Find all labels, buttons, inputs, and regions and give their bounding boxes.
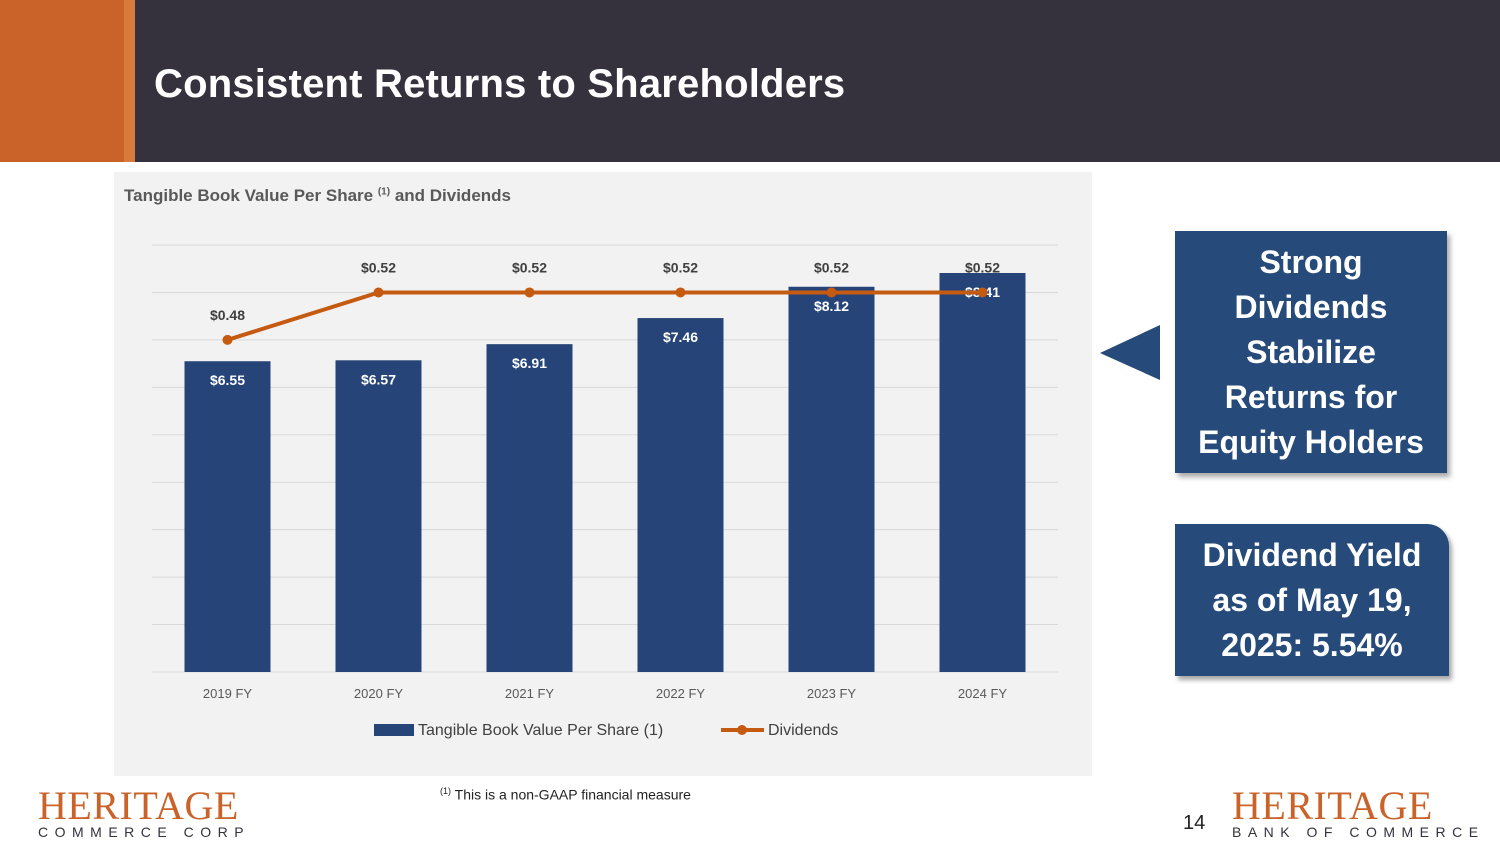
- footnote: (1) This is a non-GAAP financial measure: [440, 786, 691, 803]
- x-axis-tick-label: 2022 FY: [656, 686, 705, 701]
- tbv-bar: [788, 286, 875, 672]
- dividends-point: [977, 287, 988, 298]
- dividends-label: $0.52: [361, 259, 396, 275]
- legend-dividends-label: Dividends: [768, 722, 838, 739]
- chart-title-marker: (1): [377, 186, 391, 198]
- dividends-label: $0.48: [210, 307, 245, 323]
- x-axis-tick-label: 2020 FY: [354, 686, 403, 701]
- tbv-bar: [637, 318, 724, 672]
- chart-panel: $6.55 2019 FY $6.57 2020 FY $6.91 2021 FY $7.4…: [114, 172, 1092, 776]
- tbv-bar: [939, 272, 1026, 672]
- dividends-label: $0.52: [814, 259, 849, 275]
- dividends-point: [826, 287, 837, 298]
- callout-strong-dividends: Strong Dividends Stabilize Returns for E…: [1175, 231, 1447, 473]
- footnote-text: This is a non-GAAP financial measure: [454, 786, 691, 803]
- legend-dividends-marker: [737, 725, 747, 735]
- dividends-point: [222, 334, 233, 345]
- dividends-label: $0.52: [663, 259, 698, 275]
- callout-strong-dividends-text: Strong Dividends Stabilize Returns for E…: [1198, 243, 1424, 460]
- chart-title: Tangible Book Value Per Share (1) and Di…: [124, 186, 511, 206]
- header-band: [0, 0, 1500, 162]
- callout-dividend-yield: Dividend Yield as of May 19, 2025: 5.54%: [1175, 524, 1449, 676]
- tbv-bar-label: $7.46: [663, 329, 698, 345]
- chart-title-suffix: and Dividends: [394, 186, 511, 205]
- slide-title: Consistent Returns to Shareholders: [154, 62, 846, 106]
- x-axis-tick-label: 2021 FY: [505, 686, 554, 701]
- tbv-bar-label: $6.91: [512, 355, 547, 371]
- dividends-label: $0.52: [965, 259, 1000, 275]
- page-number: 14: [1183, 812, 1206, 834]
- dividends-point: [675, 287, 686, 298]
- tbv-bar: [486, 344, 573, 672]
- x-axis-tick-label: 2019 FY: [203, 686, 252, 701]
- dividends-label: $0.52: [512, 259, 547, 275]
- tbv-bar: [335, 360, 422, 672]
- callout-dividend-yield-text: Dividend Yield as of May 19, 2025: 5.54%: [1202, 536, 1422, 663]
- legend-tbv-swatch: [374, 724, 414, 736]
- tbv-bar-label: $6.57: [361, 371, 396, 387]
- heritage-bank-logo: HERITAGE BANK OF COMMERCE: [1232, 783, 1485, 841]
- logo-left-wordmark: HERITAGE: [38, 783, 239, 828]
- x-axis-tick-label: 2023 FY: [807, 686, 856, 701]
- logo-right-tagline: BANK OF COMMERCE: [1232, 824, 1485, 840]
- tbv-bar-label: $6.55: [210, 372, 245, 388]
- pointer-arrow-icon: [1100, 325, 1160, 380]
- legend-tbv-label: Tangible Book Value Per Share (1): [418, 722, 663, 739]
- dividends-point: [524, 287, 535, 298]
- tbv-bar-label: $8.12: [814, 298, 849, 314]
- header-accent-edge: [124, 0, 135, 162]
- tbv-bar: [184, 361, 271, 672]
- heritage-commerce-corp-logo: HERITAGE COMMERCE CORP: [38, 783, 251, 841]
- logo-right-wordmark: HERITAGE: [1232, 783, 1433, 828]
- chart-title-prefix: Tangible Book Value Per Share: [124, 186, 374, 205]
- footnote-marker: (1): [440, 786, 451, 796]
- dividends-point: [373, 287, 384, 298]
- chart-canvas: $6.55 2019 FY $6.57 2020 FY $6.91 2021 FY $7.4…: [152, 244, 1058, 739]
- x-axis-tick-label: 2024 FY: [958, 686, 1007, 701]
- header-accent-block: [0, 0, 135, 162]
- dividends-line: [226, 290, 983, 342]
- logo-left-tagline: COMMERCE CORP: [38, 824, 251, 840]
